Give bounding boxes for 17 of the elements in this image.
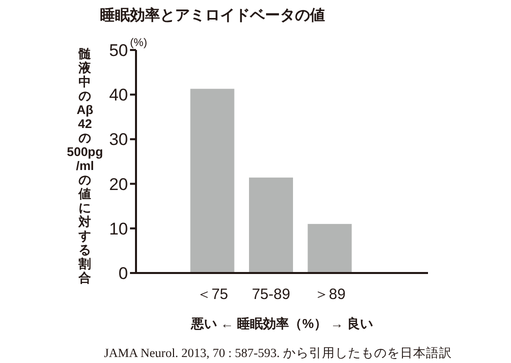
y-tick-label: 30 bbox=[109, 130, 128, 150]
y-tick-label: 50 bbox=[109, 41, 128, 60]
y-tick-label: 20 bbox=[109, 174, 128, 194]
x-tick-label: 75-89 bbox=[252, 286, 290, 303]
x-tick-label: ＞89 bbox=[314, 286, 346, 303]
text: 髄液中のAβ42の500pg/mlの値に対する割合 bbox=[66, 47, 104, 285]
x-axis-title: 悪い ← 睡眠効率（%） → 良い bbox=[190, 316, 374, 331]
text: (%) bbox=[130, 37, 148, 49]
chart-title: 睡眠効率とアミロイドベータの値 bbox=[100, 6, 325, 24]
y-tick-label: 40 bbox=[109, 86, 128, 105]
text: JAMA Neurol. 2013, 70 : 587-593. から引用したものを日本語訳 bbox=[104, 346, 452, 360]
bar bbox=[190, 88, 234, 273]
x-tick-label: ＜75 bbox=[196, 286, 228, 303]
y-tick-label: 10 bbox=[109, 219, 128, 238]
bar bbox=[308, 224, 352, 273]
y-tick-label: 0 bbox=[118, 264, 128, 283]
bar bbox=[249, 178, 294, 273]
